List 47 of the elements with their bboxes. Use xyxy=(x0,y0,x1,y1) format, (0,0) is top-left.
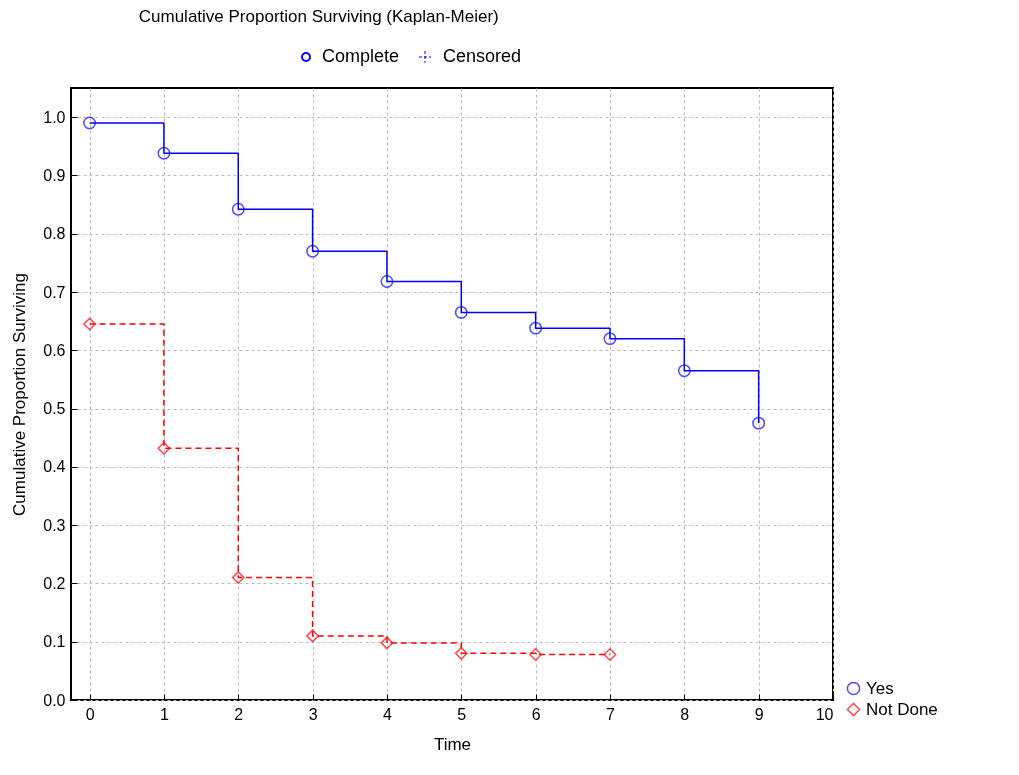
x-tick-label: 8 xyxy=(680,705,690,723)
point xyxy=(454,646,468,660)
y-tick-label: 0.2 xyxy=(43,574,66,592)
legend-label: Yes xyxy=(866,678,894,698)
x-tick-label: 0 xyxy=(85,705,95,723)
point xyxy=(231,571,245,585)
x-tick-label: 6 xyxy=(531,705,541,723)
point xyxy=(231,202,245,216)
y-tick-label: 0.7 xyxy=(43,283,66,301)
point xyxy=(157,146,171,160)
point xyxy=(306,244,320,258)
text: Censored xyxy=(443,46,522,67)
y-tick-label: 1.0 xyxy=(43,108,66,126)
point xyxy=(752,416,766,430)
x-tick-label: 2 xyxy=(234,705,244,723)
point xyxy=(83,317,97,331)
point xyxy=(306,629,320,643)
y-axis-title: Cumulative Proportion Surviving xyxy=(10,273,30,516)
x-tick-label: 1 xyxy=(159,705,169,723)
x-tick-label: 9 xyxy=(754,705,764,723)
y-tick-label: 0.0 xyxy=(43,691,66,709)
x-tick-label: 10 xyxy=(815,705,834,723)
chart-title: Cumulative Proportion Surviving (Kaplan-Meier) xyxy=(138,7,499,26)
y-tick-label: 0.5 xyxy=(43,400,66,418)
point xyxy=(380,636,394,650)
y-tick-label: 0.1 xyxy=(43,633,66,651)
x-tick-label: 3 xyxy=(308,705,318,723)
point xyxy=(529,648,543,661)
point xyxy=(157,441,171,455)
x-tick-label: 7 xyxy=(606,705,616,723)
x-tick-label: 4 xyxy=(383,705,392,723)
point xyxy=(529,321,543,335)
point xyxy=(603,648,617,661)
y-tick-label: 0.8 xyxy=(43,225,66,243)
legend-label: Not Done xyxy=(866,699,938,719)
y-tick-label: 0.3 xyxy=(43,516,66,534)
y-tick-label: 0.6 xyxy=(43,341,66,359)
y-tick-label: 0.4 xyxy=(43,458,66,476)
x-axis-title: Time xyxy=(433,734,472,754)
text: Complete xyxy=(322,46,400,67)
y-tick-label: 0.9 xyxy=(43,166,66,184)
point xyxy=(380,275,394,288)
point xyxy=(677,364,691,378)
point xyxy=(454,305,468,319)
point xyxy=(603,332,617,346)
point xyxy=(83,116,97,130)
x-tick-label: 5 xyxy=(457,705,467,723)
